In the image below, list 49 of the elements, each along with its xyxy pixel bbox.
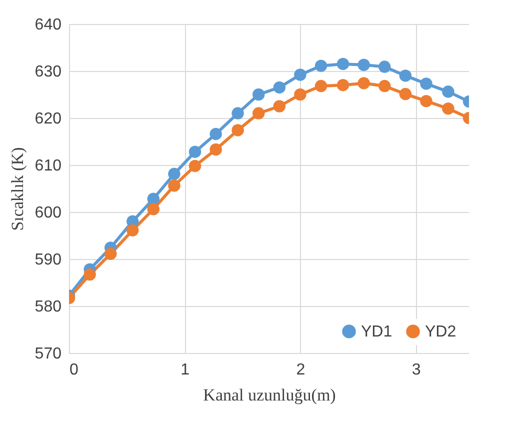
point (358, 58, 370, 71)
point (147, 192, 160, 205)
point (210, 143, 222, 156)
x-tick-label: 3 (412, 362, 421, 378)
point (399, 70, 412, 82)
point (252, 88, 265, 101)
point (294, 68, 306, 81)
point (314, 80, 328, 92)
point (168, 168, 180, 180)
y-tick-label: 630 (34, 64, 62, 80)
y-tick-label: 620 (34, 110, 62, 128)
point (420, 94, 432, 108)
y-axis-title: Sıcaklık (K) (8, 147, 27, 231)
point (378, 60, 391, 73)
point (314, 60, 328, 72)
point (358, 77, 370, 90)
point (252, 107, 265, 120)
legend-label: YD1 (361, 323, 392, 340)
point (232, 124, 244, 136)
point (147, 203, 160, 216)
x-tick-label: 1 (180, 362, 190, 378)
point (442, 102, 454, 115)
point (273, 100, 286, 112)
point (336, 58, 350, 70)
point (273, 81, 286, 94)
point (104, 248, 117, 260)
x-axis-title: Kanal uzunluğu(m) (203, 386, 336, 404)
y-tick-label: 590 (34, 252, 62, 268)
point (420, 78, 432, 90)
y-tick-label: 610 (34, 158, 62, 174)
point (188, 146, 202, 158)
point (336, 78, 350, 92)
legend-label: YD2 (425, 323, 456, 340)
point (399, 88, 412, 100)
y-tick-label: 640 (34, 16, 62, 34)
point (168, 180, 180, 192)
y-tick-label: 600 (34, 204, 62, 222)
point (188, 160, 202, 172)
point (210, 128, 222, 140)
point (378, 80, 391, 92)
x-tick-label: 0 (70, 362, 78, 378)
y-tick-label: 580 (34, 298, 62, 316)
point (126, 224, 139, 236)
point (232, 107, 244, 120)
x-tick-label: 2 (296, 362, 306, 378)
point (294, 88, 306, 101)
y-tick-label: 570 (34, 346, 62, 362)
point (84, 268, 96, 281)
point (442, 86, 454, 98)
